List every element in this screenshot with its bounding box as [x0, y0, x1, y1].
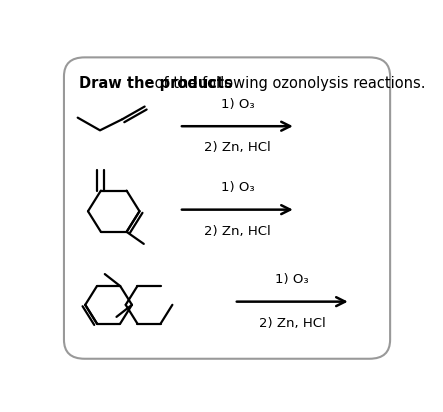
Text: 2) Zn, HCl: 2) Zn, HCl [259, 317, 326, 330]
Text: 1) O₃: 1) O₃ [276, 274, 309, 286]
Text: Draw the products: Draw the products [79, 76, 233, 91]
Text: of the following ozonolysis reactions.: of the following ozonolysis reactions. [150, 76, 425, 91]
Text: 1) O₃: 1) O₃ [221, 98, 254, 111]
Text: 1) O₃: 1) O₃ [221, 181, 254, 194]
Text: 2) Zn, HCl: 2) Zn, HCl [204, 225, 271, 238]
Text: 2) Zn, HCl: 2) Zn, HCl [204, 141, 271, 154]
FancyBboxPatch shape [64, 57, 390, 359]
